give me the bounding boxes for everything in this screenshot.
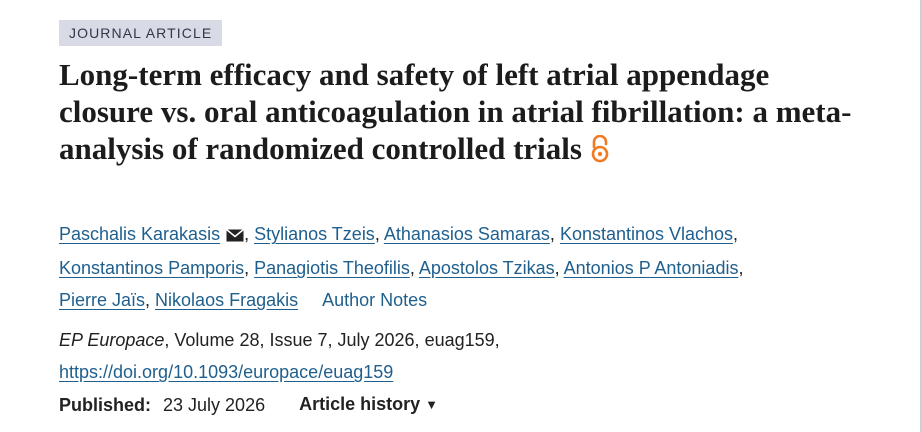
page-right-border	[920, 0, 922, 432]
article-title-text: Long-term efficacy and safety of left at…	[59, 57, 852, 166]
citation: EP Europace, Volume 28, Issue 7, July 20…	[59, 328, 500, 352]
author-link[interactable]: Apostolos Tzikas	[418, 258, 555, 278]
article-type-badge: JOURNAL ARTICLE	[59, 20, 223, 46]
doi-link[interactable]: https://doi.org/10.1093/europace/euag159	[59, 362, 394, 382]
publication-info: Published: 23 July 2026 Article history ▼	[59, 392, 438, 417]
author-link[interactable]: Nikolaos Fragakis	[155, 290, 299, 310]
envelope-icon[interactable]	[226, 220, 245, 252]
published-label: Published:	[59, 394, 152, 415]
author-link[interactable]: Athanasios Samaras	[383, 224, 550, 244]
author-link[interactable]: Paschalis Karakasis	[59, 224, 221, 244]
author-link[interactable]: Pierre Jaïs	[59, 290, 146, 310]
citation-details: , Volume 28, Issue 7, July 2026, euag159…	[164, 330, 500, 350]
author-link[interactable]: Konstantinos Vlachos	[559, 224, 734, 244]
article-history-toggle[interactable]: Article history ▼	[299, 392, 438, 417]
article-history-label: Article history	[299, 394, 421, 414]
published-date: 23 July 2026	[163, 394, 266, 415]
author-link[interactable]: Antonios P Antoniadis	[563, 258, 739, 278]
author-link[interactable]: Stylianos Tzeis	[254, 224, 375, 244]
author-link[interactable]: Konstantinos Pamporis	[59, 258, 245, 278]
article-title: Long-term efficacy and safety of left at…	[59, 56, 859, 171]
caret-down-icon: ▼	[425, 397, 439, 412]
author-list: Paschalis Karakasis, Stylianos Tzeis, At…	[59, 218, 859, 316]
author-notes-link[interactable]: Author Notes	[322, 290, 428, 310]
author-link[interactable]: Panagiotis Theofilis	[254, 258, 410, 278]
open-access-lock-icon	[590, 134, 610, 171]
journal-name: EP Europace	[59, 330, 165, 350]
